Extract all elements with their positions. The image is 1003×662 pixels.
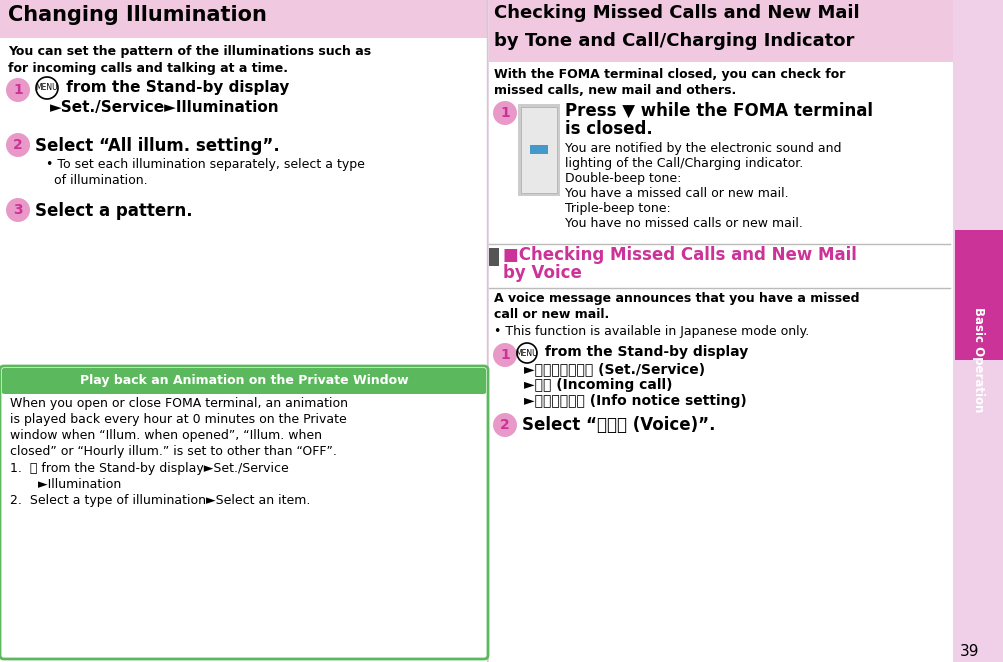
Text: Changing Illumination: Changing Illumination	[8, 5, 267, 25]
Text: Play back an Animation on the Private Window: Play back an Animation on the Private Wi…	[79, 374, 408, 387]
Circle shape	[6, 198, 30, 222]
Circle shape	[36, 77, 58, 99]
Text: 2.  Select a type of illumination►Select an item.: 2. Select a type of illumination►Select …	[10, 494, 310, 507]
Text: is closed.: is closed.	[565, 120, 652, 138]
Text: ►着信 (Incoming call): ►着信 (Incoming call)	[524, 378, 672, 392]
Text: With the FOMA terminal closed, you can check for: With the FOMA terminal closed, you can c…	[493, 68, 845, 81]
Bar	[488, 0, 952, 62]
Bar	[952, 0, 1003, 662]
Text: 1: 1	[13, 83, 23, 97]
Text: Press ▼ while the FOMA terminal: Press ▼ while the FOMA terminal	[565, 102, 873, 120]
Text: MENU: MENU	[516, 348, 538, 357]
Text: Triple-beep tone:: Triple-beep tone:	[565, 202, 670, 215]
Circle shape	[6, 133, 30, 157]
Bar	[518, 104, 560, 196]
Text: is played back every hour at 0 minutes on the Private: is played back every hour at 0 minutes o…	[10, 413, 346, 426]
Text: MENU: MENU	[36, 83, 58, 93]
Text: You are notified by the electronic sound and: You are notified by the electronic sound…	[565, 142, 841, 155]
Text: 1: 1	[499, 348, 510, 362]
Text: Basic Operation: Basic Operation	[972, 307, 985, 412]
Text: by Tone and Call/Charging Indicator: by Tone and Call/Charging Indicator	[493, 32, 854, 50]
Text: 1.  Ⓜ from the Stand-by display►Set./Service: 1. Ⓜ from the Stand-by display►Set./Serv…	[10, 462, 289, 475]
Text: 39: 39	[959, 644, 979, 659]
Text: for incoming calls and talking at a time.: for incoming calls and talking at a time…	[8, 62, 288, 75]
Circle shape	[492, 101, 517, 125]
Text: window when “Illum. when opened”, “Illum. when: window when “Illum. when opened”, “Illum…	[10, 429, 322, 442]
Text: from the Stand-by display: from the Stand-by display	[61, 80, 289, 95]
Text: of illumination.: of illumination.	[54, 174, 147, 187]
Text: ►Illumination: ►Illumination	[22, 478, 121, 491]
FancyBboxPatch shape	[0, 366, 487, 659]
Text: A voice message announces that you have a missed: A voice message announces that you have …	[493, 292, 859, 305]
Text: missed calls, new mail and others.: missed calls, new mail and others.	[493, 84, 735, 97]
Text: by Voice: by Voice	[503, 264, 582, 282]
Text: lighting of the Call/Charging indicator.: lighting of the Call/Charging indicator.	[565, 157, 802, 170]
Text: Select “All illum. setting”.: Select “All illum. setting”.	[35, 137, 280, 155]
Bar	[0, 0, 486, 662]
Bar	[954, 230, 1003, 360]
Text: call or new mail.: call or new mail.	[493, 308, 609, 321]
Bar	[488, 0, 952, 662]
Text: 3: 3	[13, 203, 23, 217]
Text: closed” or “Hourly illum.” is set to other than “OFF”.: closed” or “Hourly illum.” is set to oth…	[10, 445, 337, 458]
Text: ►設定／サービス (Set./Service): ►設定／サービス (Set./Service)	[524, 362, 704, 376]
Text: ►確認機能設定 (Info notice setting): ►確認機能設定 (Info notice setting)	[524, 394, 746, 408]
Text: ■Checking Missed Calls and New Mail: ■Checking Missed Calls and New Mail	[503, 246, 856, 264]
Circle shape	[517, 343, 537, 363]
Text: When you open or close FOMA terminal, an animation: When you open or close FOMA terminal, an…	[10, 397, 348, 410]
Text: 2: 2	[13, 138, 23, 152]
Circle shape	[6, 78, 30, 102]
Bar	[530, 145, 548, 154]
Text: • This function is available in Japanese mode only.: • This function is available in Japanese…	[493, 325, 808, 338]
Bar	[0, 0, 486, 38]
Text: You can set the pattern of the illuminations such as: You can set the pattern of the illuminat…	[8, 45, 371, 58]
Bar	[521, 107, 557, 193]
Text: • To set each illumination separately, select a type: • To set each illumination separately, s…	[46, 158, 364, 171]
Text: Checking Missed Calls and New Mail: Checking Missed Calls and New Mail	[493, 4, 859, 22]
Text: Select “ボイス (Voice)”.: Select “ボイス (Voice)”.	[522, 416, 715, 434]
Text: ►Set./Service►Illumination: ►Set./Service►Illumination	[50, 100, 280, 115]
Circle shape	[492, 343, 517, 367]
Text: 2: 2	[499, 418, 510, 432]
Bar	[488, 248, 498, 266]
Text: Double-beep tone:: Double-beep tone:	[565, 172, 681, 185]
Text: from the Stand-by display: from the Stand-by display	[540, 345, 747, 359]
Text: You have a missed call or new mail.: You have a missed call or new mail.	[565, 187, 787, 200]
FancyBboxPatch shape	[2, 368, 485, 394]
Text: You have no missed calls or new mail.: You have no missed calls or new mail.	[565, 217, 802, 230]
Text: Select a pattern.: Select a pattern.	[35, 202, 193, 220]
Circle shape	[492, 413, 517, 437]
Text: 1: 1	[499, 106, 510, 120]
Text: Basic Operation: Basic Operation	[977, 242, 990, 348]
